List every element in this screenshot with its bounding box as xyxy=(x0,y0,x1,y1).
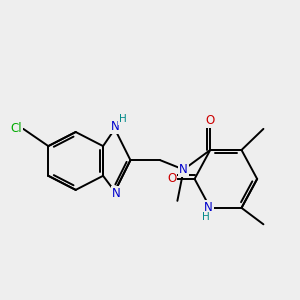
Text: H: H xyxy=(119,115,127,124)
Text: H: H xyxy=(202,212,210,222)
Text: Cl: Cl xyxy=(10,122,22,135)
Text: N: N xyxy=(204,201,213,214)
Text: O: O xyxy=(206,114,215,127)
Text: N: N xyxy=(110,120,119,133)
Text: N: N xyxy=(112,187,121,200)
Text: O: O xyxy=(167,172,176,185)
Text: N: N xyxy=(179,163,188,176)
